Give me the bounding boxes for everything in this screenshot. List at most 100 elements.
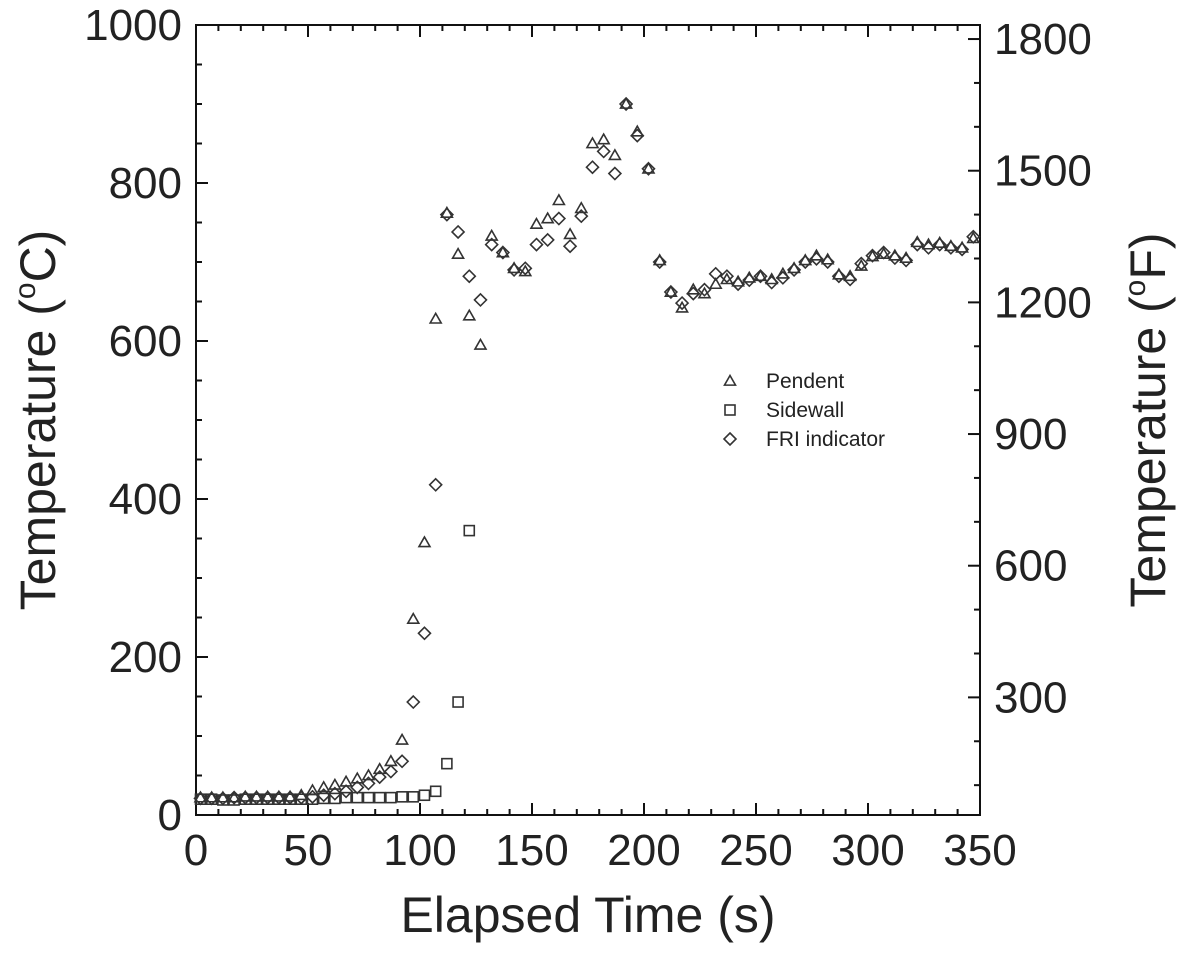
pendent-point bbox=[563, 227, 577, 240]
y-right-tick-label: 1200 bbox=[994, 278, 1092, 327]
pendent-point bbox=[608, 148, 622, 161]
pendent-point bbox=[462, 308, 477, 321]
x-tick-label: 200 bbox=[607, 826, 680, 875]
fri-indicator-point bbox=[484, 237, 499, 252]
pendent-point bbox=[764, 272, 779, 285]
pendent-point bbox=[372, 762, 387, 775]
sidewall-point bbox=[452, 696, 464, 708]
fri-indicator-point bbox=[562, 239, 578, 254]
pendent-point bbox=[630, 124, 645, 137]
sidewall-point bbox=[407, 791, 420, 803]
fri-indicator-point bbox=[865, 248, 880, 263]
fri-indicator-point bbox=[350, 780, 365, 795]
pendent-point bbox=[384, 754, 398, 767]
pendent-point bbox=[238, 789, 253, 802]
fri-indicator-point bbox=[428, 477, 443, 492]
fri-indicator-point bbox=[574, 209, 589, 224]
fri-indicator-point bbox=[753, 269, 768, 284]
x-tick-label: 250 bbox=[719, 826, 792, 875]
fri-indicator-point bbox=[954, 242, 970, 257]
y-axis-left-ticks: 0 200 400 600 800 1000 bbox=[84, 1, 208, 840]
y-left-tick-label: 200 bbox=[109, 633, 182, 682]
fri-indicator-point bbox=[394, 754, 410, 769]
fri-indicator-point bbox=[473, 292, 488, 308]
y-left-tick-label: 0 bbox=[158, 791, 182, 840]
y-axis-right-title: Temperature (oF) bbox=[1119, 232, 1176, 607]
pendent-point bbox=[272, 789, 286, 802]
fri-indicator-point bbox=[249, 790, 264, 805]
fri-indicator-point bbox=[607, 166, 623, 181]
fri-indicator-point bbox=[215, 791, 231, 806]
x-tick-label: 350 bbox=[943, 826, 1016, 875]
fri-indicator-point bbox=[282, 790, 298, 805]
pendent-point bbox=[686, 282, 701, 295]
pendent-point bbox=[417, 535, 432, 548]
x-tick-label: 0 bbox=[184, 826, 208, 875]
fri-indicator-point bbox=[462, 269, 477, 284]
pendent-point bbox=[451, 246, 465, 260]
fri-indicator-point bbox=[529, 237, 544, 252]
fri-indicator-point bbox=[663, 284, 679, 300]
x-tick-label: 150 bbox=[495, 826, 568, 875]
pendent-point bbox=[216, 790, 230, 803]
pendent-point bbox=[753, 269, 768, 282]
pendent-point bbox=[227, 790, 241, 803]
fri-indicator-point bbox=[305, 789, 320, 804]
fri-indicator-point bbox=[652, 254, 667, 270]
fri-indicator-point bbox=[641, 161, 656, 176]
y-right-tick-label: 600 bbox=[994, 542, 1067, 591]
fri-indicator-point bbox=[708, 266, 723, 281]
pendent-point bbox=[496, 245, 510, 258]
pendent-point bbox=[776, 266, 790, 279]
fri-indicator-point bbox=[316, 788, 331, 803]
x-tick-label: 100 bbox=[383, 826, 456, 875]
fri-indicator-point bbox=[898, 253, 914, 268]
fri-indicator-point bbox=[730, 276, 746, 292]
sidewall-point bbox=[373, 791, 386, 804]
pendent-point bbox=[316, 780, 331, 793]
fri-indicator-point bbox=[932, 237, 947, 252]
fri-indicator-point bbox=[383, 764, 399, 779]
y-right-tick-label: 900 bbox=[994, 410, 1067, 459]
y-axis-right-ticks: 300 600 900 1200 1500 1800 bbox=[968, 15, 1092, 787]
pendent-point bbox=[204, 790, 219, 803]
fri-indicator-point bbox=[674, 295, 690, 311]
fri-indicator-point bbox=[697, 282, 712, 297]
fri-indicator-point bbox=[294, 790, 309, 805]
fri-indicator-point bbox=[686, 286, 701, 301]
pendent-point bbox=[249, 789, 264, 802]
fri-indicator-point bbox=[551, 211, 567, 226]
pendent-point bbox=[921, 237, 936, 250]
fri-indicator-point bbox=[327, 786, 343, 801]
pendent-point bbox=[708, 277, 723, 290]
y-right-tick-label: 1800 bbox=[994, 15, 1092, 64]
sidewall-point bbox=[362, 791, 375, 804]
legend-marker-fri-indicator bbox=[722, 431, 738, 447]
y-axis-left-title: Temperature (oC) bbox=[9, 230, 66, 611]
fri-indicator-point bbox=[338, 784, 354, 799]
legend-label-fri-indicator: FRI indicator bbox=[766, 428, 885, 451]
x-axis-title: Elapsed Time (s) bbox=[400, 887, 775, 943]
pendent-point bbox=[473, 337, 488, 350]
sidewall-point bbox=[418, 789, 431, 802]
data-markers bbox=[193, 96, 981, 806]
legend: Pendent Sidewall FRI indicator bbox=[722, 370, 885, 451]
fri-indicator-point bbox=[618, 96, 634, 112]
fri-indicator-point bbox=[943, 240, 959, 255]
pendent-point bbox=[843, 269, 857, 282]
sidewall-point bbox=[429, 785, 442, 798]
y-left-tick-label: 1000 bbox=[84, 1, 182, 50]
legend-marker-pendent bbox=[723, 373, 737, 386]
pendent-point bbox=[675, 300, 689, 313]
fri-indicator-point bbox=[798, 254, 813, 270]
sidewall-point bbox=[441, 757, 453, 770]
fri-indicator-point bbox=[630, 128, 645, 143]
pendent-point bbox=[641, 161, 656, 174]
pendent-point bbox=[619, 96, 633, 109]
fri-indicator-point bbox=[506, 262, 522, 278]
fri-indicator-point bbox=[854, 256, 869, 271]
fri-indicator-point bbox=[260, 790, 275, 805]
fri-indicator-point bbox=[271, 790, 287, 805]
